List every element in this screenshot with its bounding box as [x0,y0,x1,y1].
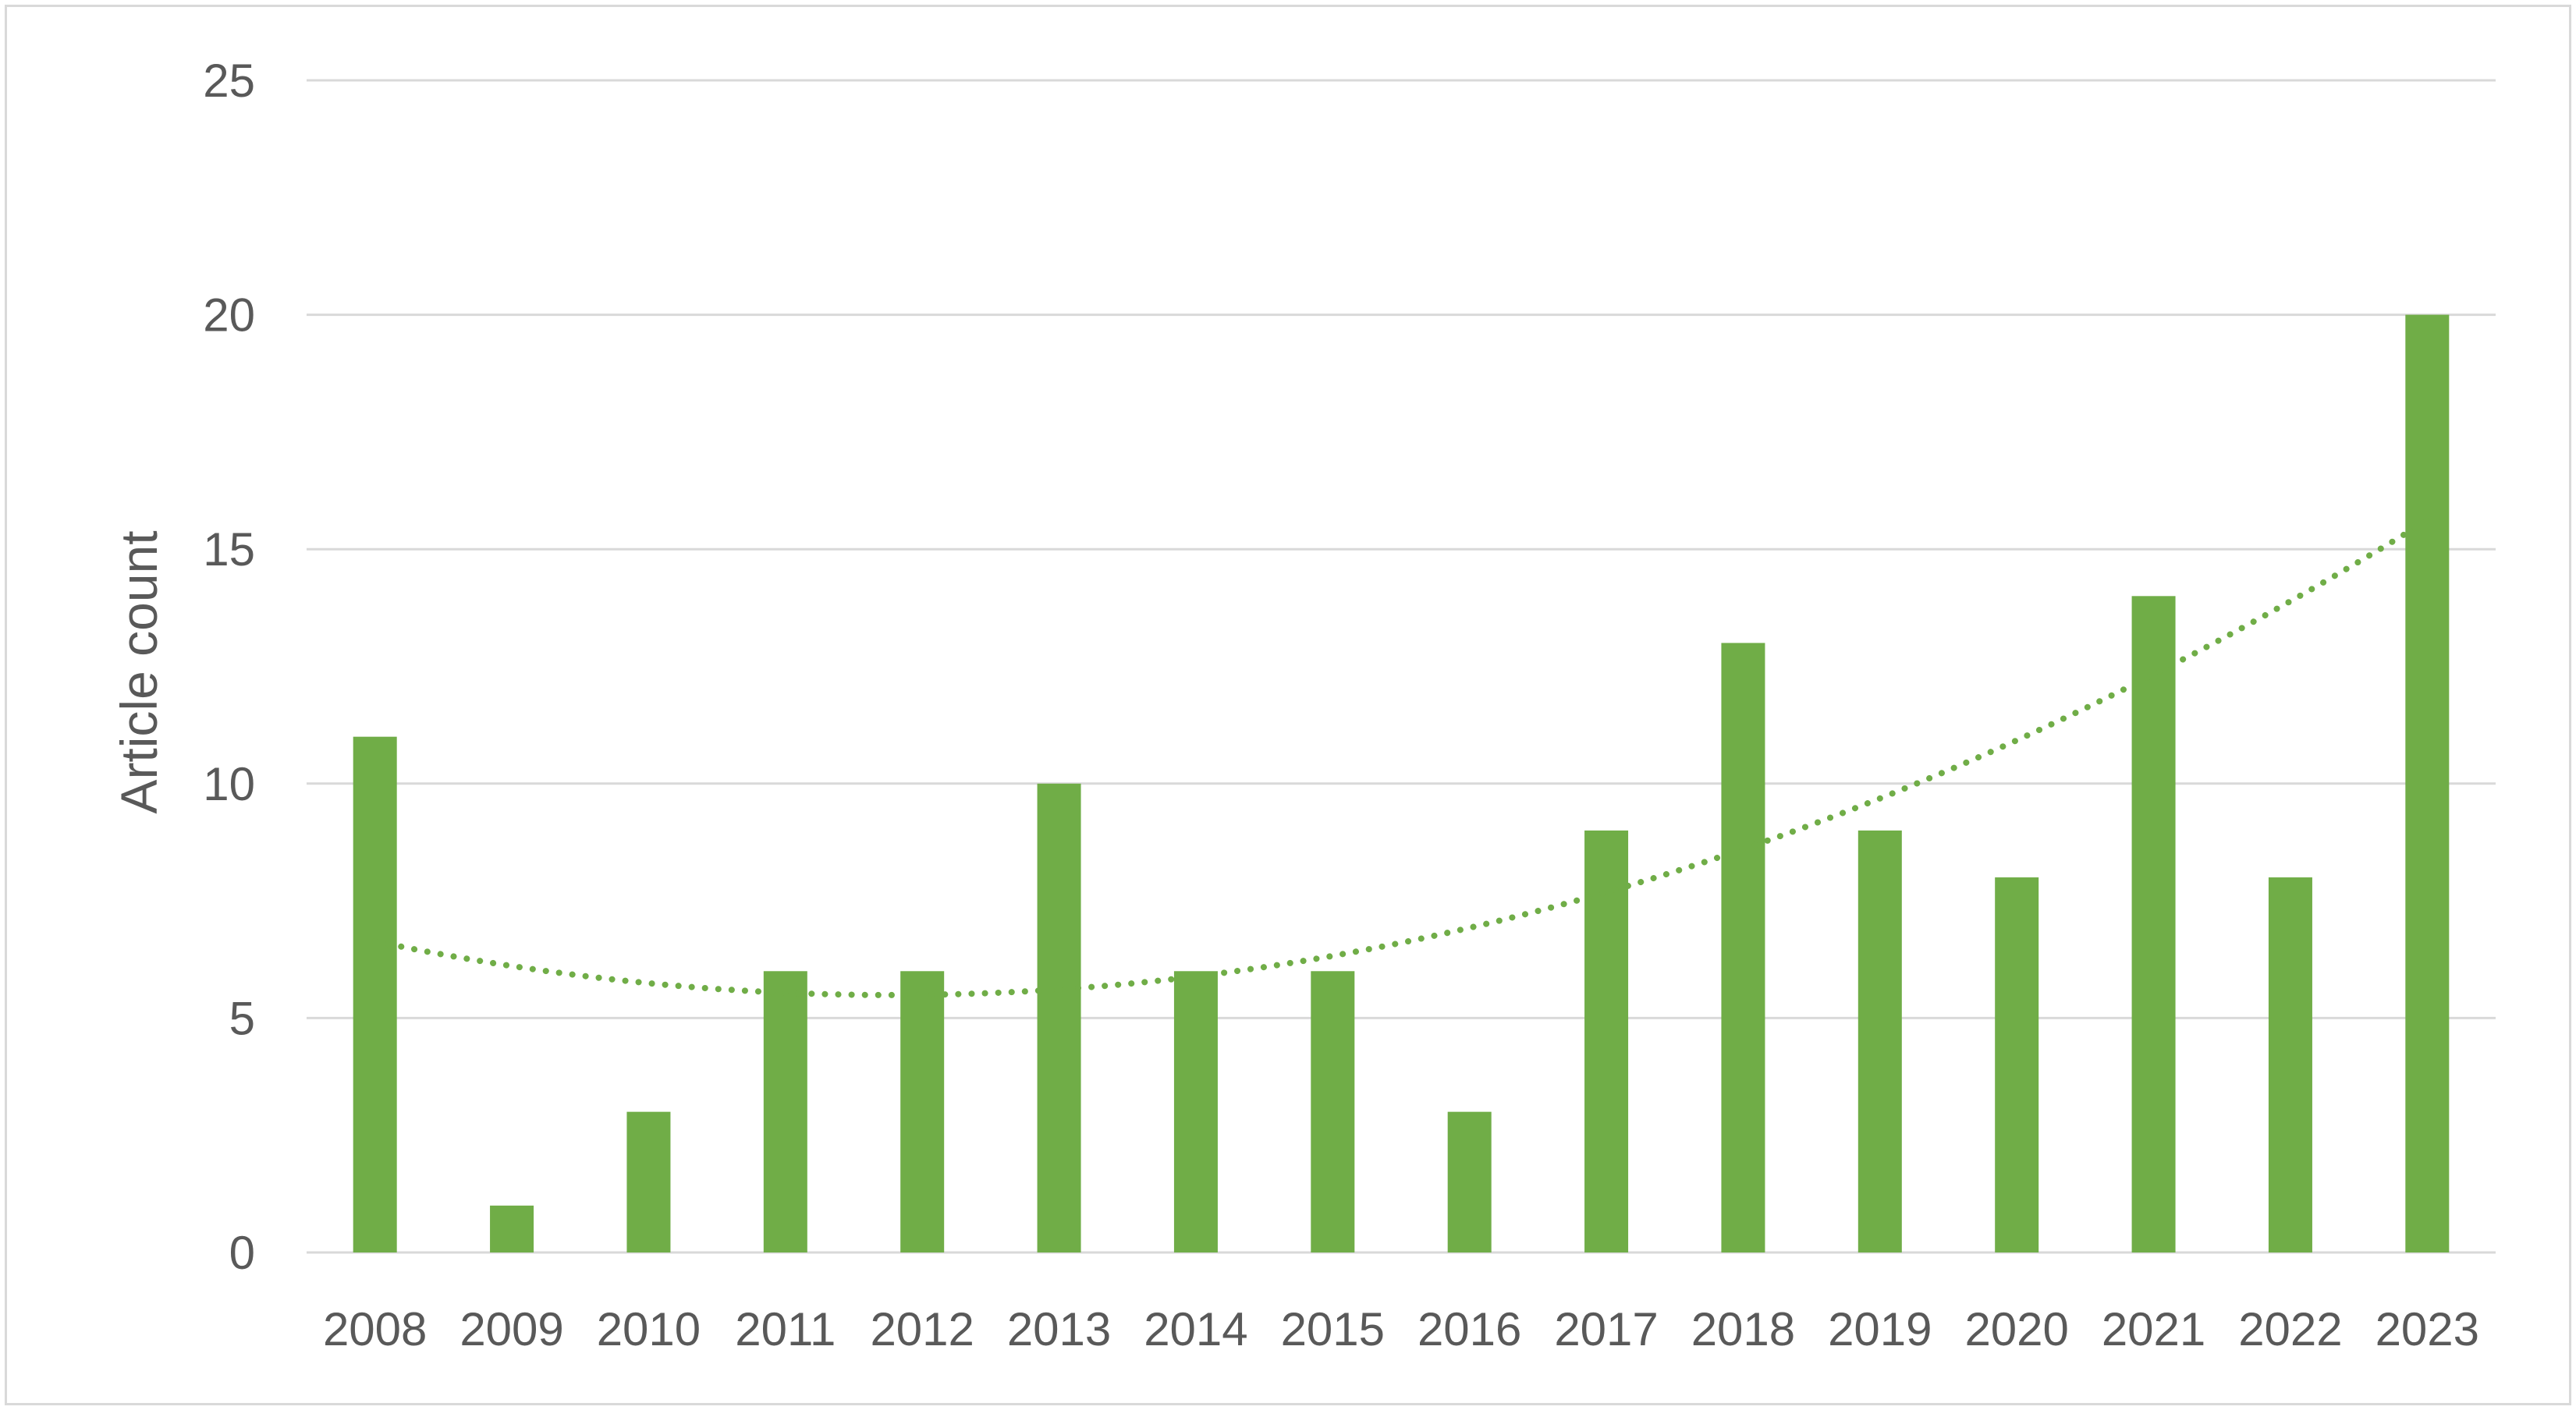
bar-2008 [353,736,397,1252]
bar-2016 [1447,1111,1492,1252]
bar-2011 [763,971,807,1252]
y-tick-label: 0 [229,1227,255,1279]
y-tick-label: 15 [203,523,255,576]
x-tick-label: 2020 [1964,1303,2068,1355]
x-tick-label: 2019 [1828,1303,1932,1355]
bar-2018 [1721,643,1765,1252]
y-axis-title: Article count [110,530,168,813]
x-tick-label: 2013 [1007,1303,1111,1355]
x-tick-label: 2011 [735,1303,836,1355]
x-tick-label: 2022 [2238,1303,2342,1355]
x-tick-label: 2014 [1144,1303,1247,1355]
bar-2022 [2268,877,2312,1252]
trendline [371,517,2431,998]
y-tick-label: 25 [203,55,255,107]
y-tick-label: 5 [229,992,255,1044]
gridlines [307,79,2496,1254]
bar-2010 [626,1111,671,1252]
bar-2014 [1173,971,1218,1252]
bar-2017 [1584,830,1629,1252]
x-axis-ticks: 2008 2009 2010 2011 2012 2013 2014 2015 2016 2017… [323,1303,2479,1355]
bar-2019 [1857,830,1902,1252]
x-tick-label: 2017 [1554,1303,1658,1355]
x-tick-label: 2012 [870,1303,974,1355]
x-tick-label: 2015 [1281,1303,1385,1355]
y-tick-label: 20 [203,289,255,342]
x-tick-label: 2018 [1691,1303,1795,1355]
bar-2021 [2131,596,2176,1252]
bar-2009 [490,1205,534,1252]
bar-2023 [2405,314,2450,1253]
x-tick-label: 2008 [323,1303,427,1355]
trendline-layer [371,517,2431,998]
x-tick-label: 2016 [1418,1303,1521,1355]
chart-frame: 0 5 10 15 20 25 2008 2009 2010 2011 2012 2013 2014 2… [5,5,2571,1405]
x-tick-label: 2009 [459,1303,563,1355]
bar-2013 [1037,783,1081,1252]
x-tick-label: 2010 [597,1303,701,1355]
bars [353,314,2450,1253]
bar-2020 [1995,877,2039,1252]
y-axis-ticks: 0 5 10 15 20 25 [203,55,255,1279]
y-tick-label: 10 [203,758,255,810]
bar-2012 [900,971,945,1252]
bar-2015 [1311,971,1355,1252]
x-tick-label: 2021 [2102,1303,2205,1355]
x-tick-label: 2023 [2376,1303,2479,1355]
